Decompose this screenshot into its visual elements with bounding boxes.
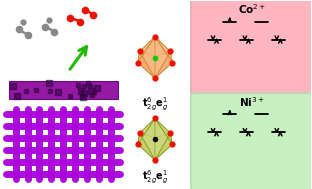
Polygon shape	[155, 133, 172, 160]
Polygon shape	[155, 118, 172, 144]
Text: Co$^{2+}$: Co$^{2+}$	[237, 2, 266, 16]
Polygon shape	[155, 37, 172, 78]
Text: t$_{2g}^{6}$e$_g^{1}$: t$_{2g}^{6}$e$_g^{1}$	[142, 96, 168, 113]
Text: t$_{2g}^{6}$e$_g^{1}$: t$_{2g}^{6}$e$_g^{1}$	[142, 168, 168, 186]
Polygon shape	[138, 37, 155, 63]
Polygon shape	[140, 51, 170, 78]
Polygon shape	[155, 118, 172, 160]
Polygon shape	[140, 133, 170, 160]
Polygon shape	[138, 51, 155, 78]
FancyBboxPatch shape	[191, 0, 312, 96]
Polygon shape	[155, 37, 172, 63]
Polygon shape	[138, 118, 155, 160]
Polygon shape	[140, 118, 170, 138]
Text: Ni$^{3+}$: Ni$^{3+}$	[239, 95, 265, 109]
FancyBboxPatch shape	[191, 93, 312, 189]
Polygon shape	[138, 37, 155, 78]
Polygon shape	[140, 37, 170, 56]
Polygon shape	[155, 51, 172, 78]
Polygon shape	[138, 118, 155, 144]
Polygon shape	[8, 81, 118, 99]
Polygon shape	[138, 133, 155, 160]
